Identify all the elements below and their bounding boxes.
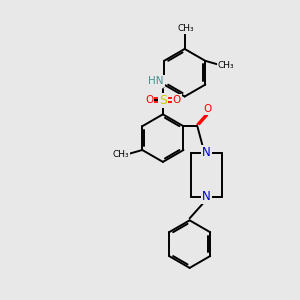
Text: O: O	[172, 95, 181, 106]
Text: S: S	[159, 94, 167, 107]
Text: N: N	[202, 190, 211, 203]
Text: CH₃: CH₃	[218, 61, 234, 70]
Text: N: N	[202, 146, 211, 160]
Text: O: O	[145, 95, 153, 106]
Text: CH₃: CH₃	[112, 151, 129, 160]
Text: O: O	[203, 104, 212, 114]
Text: CH₃: CH₃	[177, 24, 194, 33]
Text: HN: HN	[148, 76, 164, 85]
